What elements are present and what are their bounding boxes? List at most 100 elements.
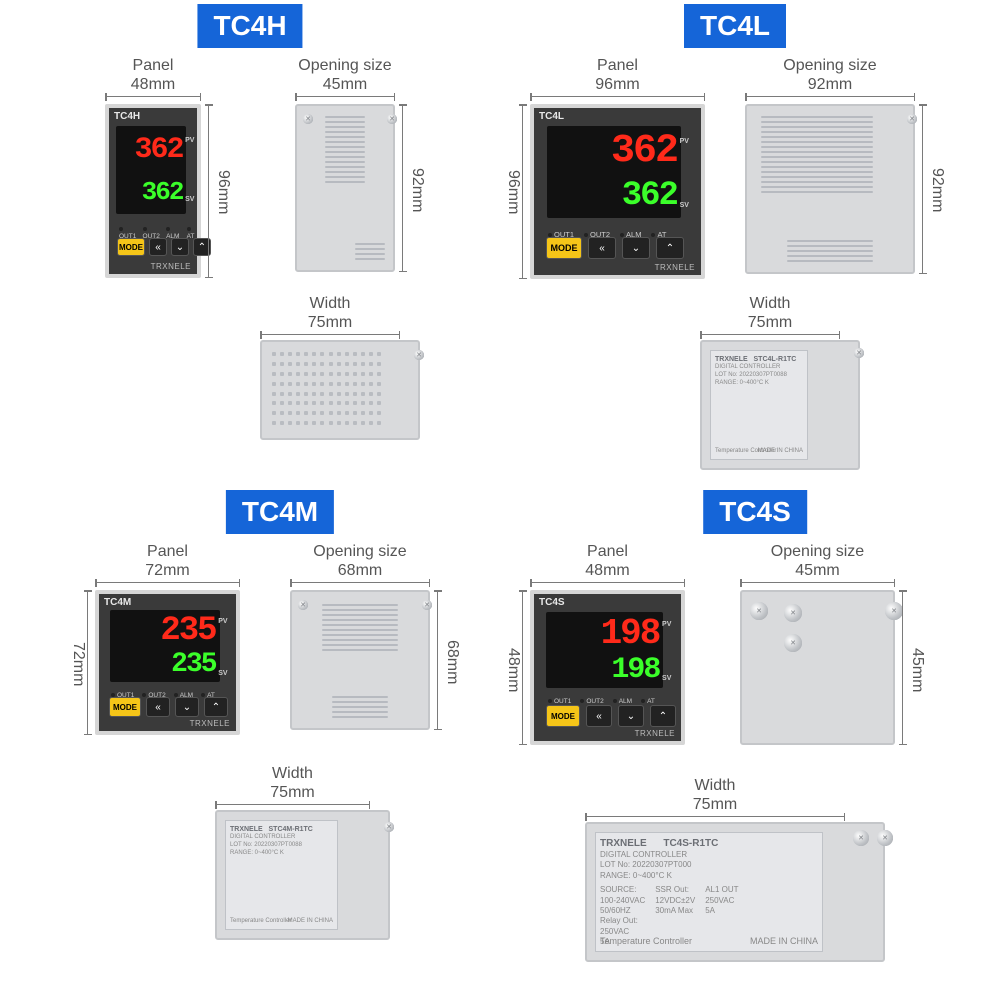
screw-icon: [853, 830, 869, 846]
pv-tag: PV: [185, 137, 194, 144]
bracket: [522, 104, 523, 279]
dim-label: Opening size: [290, 56, 400, 75]
down-button[interactable]: ⌄: [622, 237, 650, 259]
tc4l-width-dim: Width 75mm: [700, 294, 840, 332]
vents: [322, 604, 398, 651]
bracket: [295, 96, 395, 97]
pv-display: 198PV: [550, 616, 660, 652]
button-row: MODE « ⌄ ⌃: [546, 237, 684, 259]
bracket: [922, 104, 923, 274]
title-tc4h: TC4H: [197, 4, 302, 48]
pv-value: 362: [611, 129, 677, 174]
out2: OUT2: [580, 698, 603, 705]
dim-label: Opening size: [290, 542, 430, 561]
model-label: TC4H: [114, 111, 140, 122]
sv-display: 362SV: [120, 179, 182, 205]
tc4s-width-dim: Width 75mm: [585, 776, 845, 814]
tc4s-panel-dim: Panel 48mm: [530, 542, 685, 580]
tc4s-side: TRXNELE TC4S-R1TC DIGITAL CONTROLLER LOT…: [585, 822, 885, 962]
bracket: [208, 104, 209, 278]
tc4s-back: [740, 590, 895, 745]
side-model: STC4M-R1TC: [269, 826, 313, 833]
side-type: DIGITAL CONTROLLER: [715, 364, 803, 372]
pv-tag: PV: [218, 618, 227, 625]
dim-value: 45mm: [740, 561, 895, 580]
dim-value: 48mm: [530, 561, 685, 580]
side-brand: TRXNELE: [600, 838, 647, 849]
pv-display: 235PV: [114, 614, 216, 648]
side-footer: Temperature Controller: [600, 936, 692, 948]
brand-label: TRXNELE: [190, 719, 230, 728]
brand-label: TRXNELE: [151, 262, 191, 271]
bracket: [585, 816, 845, 817]
vents: [355, 243, 385, 260]
screw-icon: [877, 830, 893, 846]
side-made: MADE IN CHINA: [758, 448, 803, 456]
bracket: [215, 804, 370, 805]
mode-button[interactable]: MODE: [109, 697, 141, 717]
out-indicators: OUT1 OUT2 ALM AT: [548, 698, 655, 705]
bracket: [530, 96, 705, 97]
left-button[interactable]: «: [146, 697, 170, 717]
up-button[interactable]: ⌃: [656, 237, 684, 259]
tc4m-back: [290, 590, 430, 730]
vents: [332, 696, 388, 718]
button-row: MODE « ⌄ ⌃: [546, 705, 676, 727]
model-label: TC4S: [539, 597, 565, 608]
vents: [761, 116, 873, 193]
bracket: [740, 582, 895, 583]
dim-value: 75mm: [700, 313, 840, 332]
title-tc4s: TC4S: [703, 490, 807, 534]
tc4l-back-height: 92mm: [928, 168, 946, 212]
side-label: TRXNELE TC4S-R1TC DIGITAL CONTROLLER LOT…: [595, 832, 823, 952]
tc4h-opening-dim: Opening size 45mm: [290, 56, 400, 94]
out1: OUT1: [548, 698, 571, 705]
vents: [325, 116, 365, 183]
dim-label: Opening size: [745, 56, 915, 75]
down-button[interactable]: ⌄: [618, 705, 644, 727]
mode-button[interactable]: MODE: [117, 238, 145, 256]
side-range: RANGE: 0~400°C K: [600, 871, 818, 881]
button-row: MODE « ⌄ ⌃: [109, 697, 228, 717]
mode-button[interactable]: MODE: [546, 705, 580, 727]
side-model: TC4S-R1TC: [663, 838, 718, 849]
down-button[interactable]: ⌄: [175, 697, 199, 717]
left-button[interactable]: «: [588, 237, 616, 259]
side-range: RANGE: 0~400°C K: [715, 380, 803, 388]
vents: [787, 240, 873, 262]
dim-label: Width: [700, 294, 840, 313]
dim-value: 45mm: [290, 75, 400, 94]
pv-tag: PV: [680, 138, 689, 145]
side-src: SOURCE: 100-240VAC 50/60HZ: [600, 885, 645, 916]
sv-display: 362SV: [551, 179, 677, 213]
side-made: MADE IN CHINA: [750, 936, 818, 948]
screw-icon: [885, 602, 903, 620]
bracket: [700, 334, 840, 335]
mode-button[interactable]: MODE: [546, 237, 582, 259]
brand-label: TRXNELE: [635, 729, 675, 738]
left-button[interactable]: «: [586, 705, 612, 727]
tc4m-side: TRXNELE STC4M-R1TC DIGITAL CONTROLLER LO…: [215, 810, 390, 940]
alm: ALM: [613, 698, 632, 705]
up-button[interactable]: ⌃: [204, 697, 228, 717]
dim-label: Panel: [95, 542, 240, 561]
pv-value: 362: [134, 133, 182, 167]
sv-value: 198: [611, 653, 659, 687]
title-tc4m: TC4M: [226, 490, 334, 534]
bracket: [745, 96, 915, 97]
screw-icon: [907, 114, 917, 124]
bracket: [290, 582, 430, 583]
bracket: [402, 104, 403, 272]
dim-value: 48mm: [105, 75, 201, 94]
side-lot: LOT No: 20220307PT000: [600, 860, 818, 870]
pv-display: 362PV: [120, 135, 182, 165]
up-button[interactable]: ⌃: [650, 705, 676, 727]
button-row: MODE « ⌄ ⌃: [117, 238, 211, 256]
tc4h-side: [260, 340, 420, 440]
sv-tag: SV: [662, 675, 671, 682]
down-button[interactable]: ⌄: [171, 238, 189, 256]
screw-icon: [384, 822, 394, 832]
left-button[interactable]: «: [149, 238, 167, 256]
tc4m-width-dim: Width 75mm: [215, 764, 370, 802]
tc4h-width-dim: Width 75mm: [260, 294, 400, 332]
